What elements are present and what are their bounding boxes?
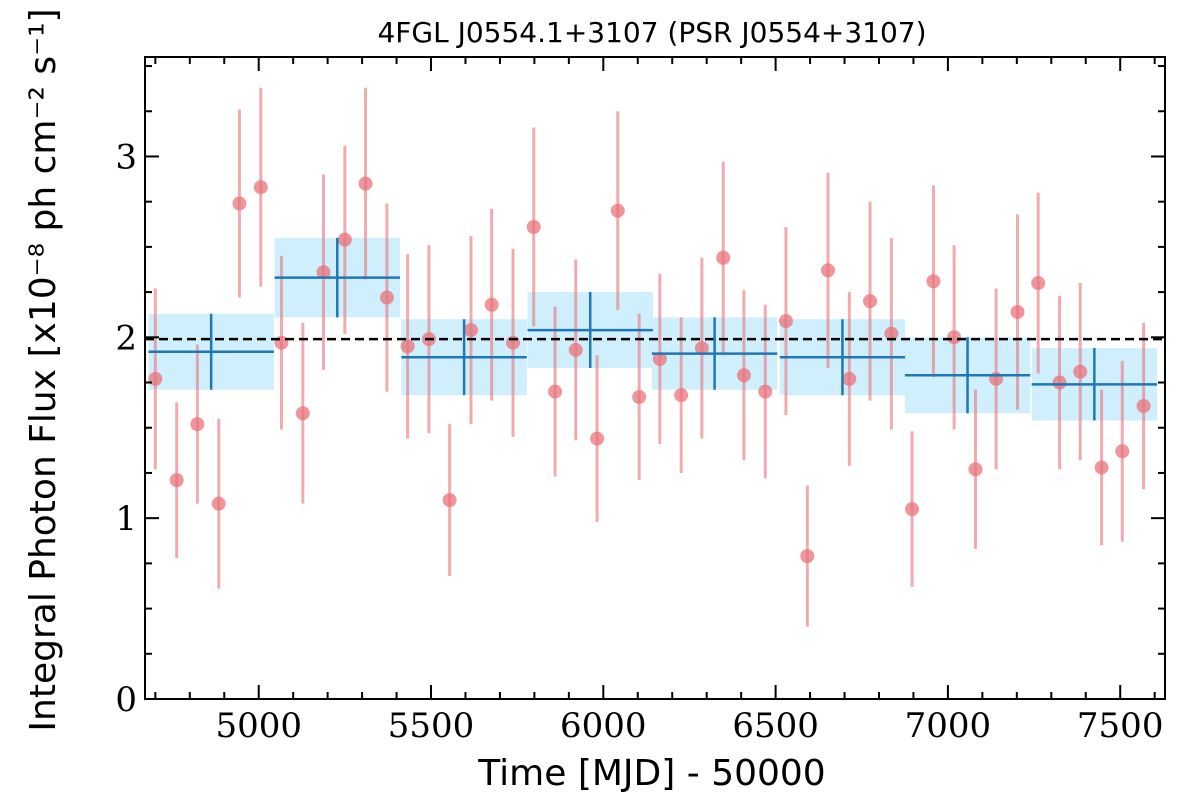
data-point: [1136, 399, 1151, 414]
data-point: [379, 290, 394, 305]
data-point: [800, 549, 815, 564]
data-point: [548, 384, 563, 399]
y-tick-label: 1: [115, 499, 137, 539]
x-tick-label: 6000: [560, 706, 647, 746]
data-point: [947, 330, 962, 345]
y-tick-label: 2: [115, 318, 137, 358]
data-point: [274, 335, 289, 350]
data-point: [820, 263, 835, 278]
data-point: [400, 339, 415, 354]
x-tick-label: 6500: [732, 706, 819, 746]
data-point: [169, 473, 184, 488]
data-point: [526, 219, 541, 234]
data-point: [652, 352, 667, 367]
data-point: [674, 388, 689, 403]
data-point: [989, 371, 1004, 386]
y-tick-label: 0: [115, 680, 137, 720]
axes-layer: 5000 5500 6000 6500 7000 7500 0 1 2 3: [115, 57, 1165, 746]
data-point: [1073, 364, 1088, 379]
data-point: [506, 335, 521, 350]
data-point: [1115, 444, 1130, 459]
data-point: [610, 203, 625, 218]
data-point: [1031, 276, 1046, 291]
x-axis-label: Time [MJD] - 50000: [477, 753, 825, 794]
data-point: [190, 417, 205, 432]
data-point: [863, 294, 878, 309]
data-point: [905, 502, 920, 517]
binned-flux-layer: [148, 237, 1158, 421]
data-point: [211, 496, 226, 511]
data-point: [568, 342, 583, 357]
data-point: [968, 462, 983, 477]
data-point: [253, 180, 268, 195]
data-point: [632, 389, 647, 404]
data-point: [758, 384, 773, 399]
data-point: [484, 297, 499, 312]
x-tick-label: 5500: [388, 706, 475, 746]
data-point: [778, 314, 793, 329]
x-tick-label: 5000: [215, 706, 302, 746]
data-point: [463, 323, 478, 338]
plot-frame: [144, 56, 1166, 700]
data-point: [842, 371, 857, 386]
y-axis-label: Integral Photon Flux [x10⁻⁸ ph cm⁻² s⁻¹]: [23, 8, 64, 731]
data-point: [232, 196, 247, 211]
chart-title: 4FGL J0554.1+3107 (PSR J0554+3107): [377, 16, 926, 49]
data-point: [590, 431, 605, 446]
data-point: [358, 176, 373, 191]
data-point: [316, 265, 331, 280]
data-point: [337, 232, 352, 247]
data-point: [926, 274, 941, 289]
data-points-layer: [148, 87, 1151, 627]
data-point: [1052, 375, 1067, 390]
data-point: [1010, 304, 1025, 319]
data-point: [295, 406, 310, 421]
data-point: [148, 371, 163, 386]
data-point: [884, 326, 899, 341]
x-tick-label: 7000: [905, 706, 992, 746]
data-point: [1094, 460, 1109, 475]
data-point: [716, 250, 731, 265]
data-point: [442, 493, 457, 508]
x-tick-label: 7500: [1077, 706, 1164, 746]
data-point: [694, 341, 709, 356]
data-point: [736, 368, 751, 383]
y-tick-label: 3: [115, 137, 137, 177]
